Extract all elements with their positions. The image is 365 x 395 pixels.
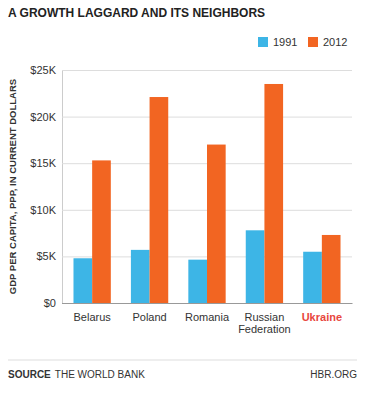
x-tick-label-line: Poland bbox=[132, 311, 166, 323]
y-tick-label: $0 bbox=[44, 297, 56, 309]
x-tick-label: RussianFederation bbox=[238, 311, 291, 336]
y-tick: $10K bbox=[30, 204, 352, 216]
y-tick-label: $20K bbox=[30, 111, 56, 123]
credit: HBR.ORG bbox=[310, 369, 357, 380]
legend-swatch bbox=[308, 37, 318, 47]
title: A GROWTH LAGGARD AND ITS NEIGHBORS bbox=[8, 6, 265, 20]
y-tick-label: $10K bbox=[30, 204, 56, 216]
legend: 1991 2012 bbox=[258, 36, 347, 48]
x-tick-label: Belarus bbox=[74, 311, 112, 323]
x-tick-label: Poland bbox=[132, 311, 166, 323]
y-tick-label: $15K bbox=[30, 157, 56, 169]
grid-line bbox=[62, 303, 352, 304]
bars bbox=[73, 84, 340, 303]
x-tick-label-line: Belarus bbox=[74, 311, 112, 323]
x-tick: Poland bbox=[132, 311, 166, 323]
source-text: THE WORLD BANK bbox=[55, 369, 145, 380]
bar bbox=[322, 235, 341, 303]
x-tick-label-line: Ukraine bbox=[302, 311, 342, 323]
y-tick: $20K bbox=[30, 111, 352, 123]
x-tick-label-line: Romania bbox=[185, 311, 230, 323]
source: SOURCE THE WORLD BANK bbox=[8, 369, 145, 380]
y-tick: $25K bbox=[30, 64, 352, 76]
x-axis-line bbox=[63, 303, 353, 304]
bar bbox=[264, 84, 283, 303]
bar bbox=[92, 160, 111, 303]
x-tick: Belarus bbox=[74, 311, 112, 323]
grid-line bbox=[62, 117, 352, 118]
legend-label: 1991 bbox=[273, 36, 297, 48]
y-tick-label: $25K bbox=[30, 64, 56, 76]
x-tick-label: Romania bbox=[185, 311, 230, 323]
y-axis-title: GDP PER CAPITA, PPP, IN CURRENT DOLLARS bbox=[7, 79, 18, 294]
footer-rule bbox=[8, 360, 357, 361]
y-axis: $0 $5K $10K $15K $20K $25K bbox=[30, 64, 352, 309]
x-tick-label: Ukraine bbox=[302, 311, 342, 323]
chart: A GROWTH LAGGARD AND ITS NEIGHBORS 1991 20… bbox=[0, 0, 365, 395]
x-tick: Ukraine bbox=[302, 311, 342, 323]
bar bbox=[188, 260, 207, 303]
legend-swatch bbox=[258, 37, 268, 47]
grid-line bbox=[62, 70, 352, 71]
bar bbox=[207, 145, 226, 303]
y-tick: $15K bbox=[30, 157, 352, 169]
x-tick-label-line: Federation bbox=[238, 323, 291, 335]
y-axis-line bbox=[63, 71, 353, 304]
source-label: SOURCE bbox=[8, 369, 51, 380]
bar bbox=[303, 252, 322, 303]
x-axis: Belarus Poland Romania RussianFederation Ukr… bbox=[63, 304, 353, 336]
legend-label: 2012 bbox=[323, 36, 347, 48]
bar bbox=[150, 97, 169, 303]
x-tick: Romania bbox=[185, 311, 230, 323]
bar bbox=[131, 250, 150, 303]
y-tick-label: $5K bbox=[36, 250, 56, 262]
bar bbox=[73, 258, 92, 303]
bar bbox=[246, 230, 265, 303]
x-tick-label-line: Russian bbox=[245, 311, 285, 323]
x-tick: RussianFederation bbox=[238, 311, 291, 336]
